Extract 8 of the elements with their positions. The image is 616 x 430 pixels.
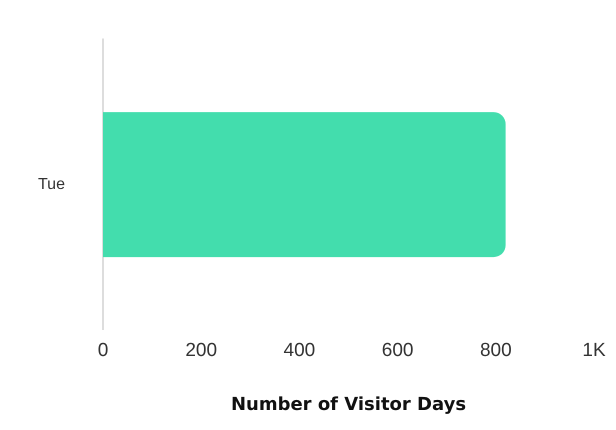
x-tick-label: 1K [582, 340, 606, 362]
x-tick-label: 600 [382, 340, 414, 362]
y-tick-label: Tue [38, 176, 66, 194]
x-tick-label: 0 [98, 340, 108, 362]
x-axis-title: Number of Visitor Days [230, 394, 466, 415]
x-tick-label: 200 [185, 340, 218, 362]
x-tick-label: 800 [480, 340, 512, 362]
x-tick-label: 400 [284, 340, 316, 362]
